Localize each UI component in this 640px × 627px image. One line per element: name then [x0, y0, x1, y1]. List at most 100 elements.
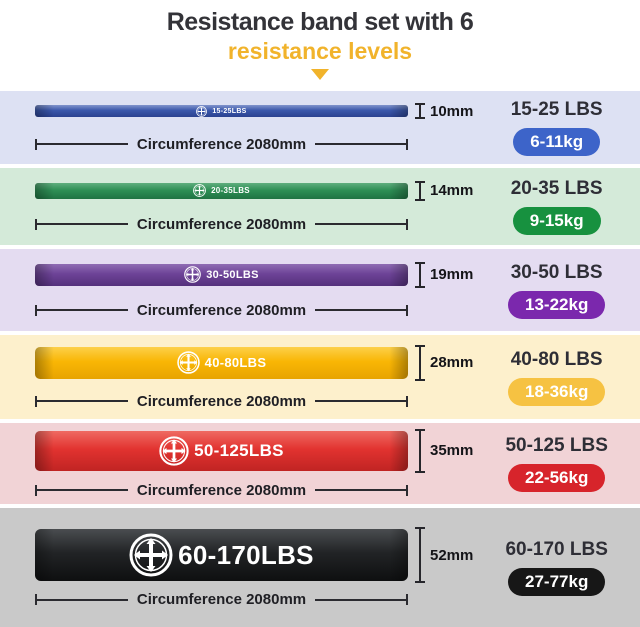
- measure-tick: [406, 484, 409, 496]
- circumference-label: Circumference 2080mm: [136, 591, 307, 608]
- lbs-range-label: 30-50 LBS: [510, 261, 603, 283]
- measure-line: [315, 143, 407, 145]
- header: Resistance band set with 6 resistance le…: [0, 0, 640, 91]
- resistance-info: 50-125 LBS 22-56kg: [473, 435, 640, 492]
- width-bracket-icon: [415, 428, 425, 473]
- band-diagram: 20-35LBS 14mm Circumference 2080mm: [0, 180, 474, 233]
- resistance-info: 15-25 LBS 6-11kg: [473, 99, 640, 156]
- circumference-measure: Circumference 2080mm: [35, 215, 409, 233]
- circumference-label: Circumference 2080mm: [136, 301, 307, 319]
- band-diagram: 50-125LBS 35mm Circumference 2080mm: [0, 428, 474, 499]
- measure-tick: [35, 594, 37, 605]
- measure-tick: [35, 395, 37, 407]
- page-subtitle: resistance levels: [227, 38, 413, 64]
- crosshair-logo-icon: [196, 105, 208, 117]
- width-bracket-icon: [415, 261, 425, 288]
- crosshair-logo-icon: [184, 266, 202, 283]
- lbs-range-label: 40-80 LBS: [510, 348, 603, 370]
- circumference-label: Circumference 2080mm: [136, 392, 307, 410]
- measure-tick: [35, 304, 37, 316]
- circumference-measure: Circumference 2080mm: [35, 481, 409, 499]
- measure-line: [315, 598, 407, 601]
- band-row-yellow: 40-80LBS 28mm Circumference 2080mm 40-80…: [0, 335, 640, 419]
- resistance-band: 40-80LBS: [35, 346, 408, 379]
- crosshair-logo-icon: [159, 435, 189, 466]
- circumference-measure: Circumference 2080mm: [35, 591, 409, 608]
- band-diagram: 60-170LBS 52mm Circumference 2080mm: [0, 527, 473, 608]
- measure-line: [37, 489, 128, 491]
- band-width-label: 19mm: [430, 266, 474, 283]
- measure-tick: [35, 138, 37, 150]
- width-bracket-icon: [415, 527, 425, 583]
- band-width-label: 14mm: [430, 182, 474, 199]
- resistance-band: 30-50LBS: [35, 263, 408, 286]
- resistance-info: 20-35 LBS 9-15kg: [473, 178, 640, 235]
- page-title: Resistance band set with 6: [166, 8, 474, 36]
- circumference-label: Circumference 2080mm: [136, 215, 307, 233]
- band-weight-label: 60-170LBS: [178, 539, 314, 570]
- measure-line: [315, 489, 407, 491]
- width-bracket-icon: [415, 180, 425, 201]
- lbs-range-label: 50-125 LBS: [505, 435, 608, 456]
- kg-range-badge: 18-36kg: [508, 377, 606, 406]
- measure-line: [315, 223, 407, 225]
- measure-tick: [406, 395, 409, 407]
- band-diagram: 40-80LBS 28mm Circumference 2080mm: [0, 344, 474, 410]
- band-diagram: 30-50LBS 19mm Circumference 2080mm: [0, 261, 474, 319]
- width-bracket-icon: [415, 103, 425, 119]
- resistance-info: 30-50 LBS 13-22kg: [473, 262, 640, 319]
- band-width-label: 52mm: [430, 546, 474, 564]
- measure-tick: [35, 218, 37, 230]
- resistance-info: 60-170 LBS 27-77kg: [473, 539, 640, 596]
- lbs-range-label: 60-170 LBS: [505, 539, 608, 560]
- circumference-label: Circumference 2080mm: [136, 481, 307, 499]
- band-width-label: 10mm: [430, 102, 474, 120]
- crosshair-logo-icon: [176, 351, 200, 374]
- lbs-range-label: 20-35 LBS: [510, 178, 603, 199]
- band-weight-label: 20-35LBS: [211, 186, 250, 195]
- kg-range-badge: 9-15kg: [512, 207, 601, 235]
- measure-tick: [35, 484, 37, 496]
- circumference-measure: Circumference 2080mm: [35, 301, 409, 319]
- measure-tick: [406, 138, 409, 150]
- band-row-purple: 30-50LBS 19mm Circumference 2080mm 30-50…: [0, 249, 640, 331]
- circumference-measure: Circumference 2080mm: [35, 135, 409, 153]
- circumference-measure: Circumference 2080mm: [35, 392, 409, 410]
- measure-line: [37, 309, 128, 311]
- band-width-label: 35mm: [430, 442, 474, 459]
- resistance-band: 15-25LBS: [35, 105, 408, 117]
- band-row-green: 20-35LBS 14mm Circumference 2080mm 20-35…: [0, 168, 640, 245]
- band-row-blue: 15-25LBS 10mm Circumference 2080mm 15-25…: [0, 91, 640, 164]
- band-width-label: 28mm: [430, 354, 474, 371]
- band-weight-label: 50-125LBS: [194, 440, 284, 460]
- kg-range-badge: 6-11kg: [513, 128, 601, 156]
- resistance-band: 60-170LBS: [35, 529, 408, 581]
- resistance-band: 50-125LBS: [35, 430, 408, 471]
- crosshair-logo-icon: [129, 533, 173, 577]
- measure-tick: [406, 594, 409, 605]
- kg-range-badge: 22-56kg: [508, 464, 606, 492]
- measure-line: [37, 598, 128, 601]
- crosshair-logo-icon: [193, 184, 206, 197]
- band-weight-label: 15-25LBS: [212, 107, 247, 115]
- measure-tick: [406, 304, 409, 316]
- resistance-info: 40-80 LBS 18-36kg: [473, 349, 640, 406]
- measure-line: [315, 309, 407, 311]
- resistance-band: 20-35LBS: [35, 182, 408, 199]
- lbs-range-label: 15-25 LBS: [510, 99, 603, 120]
- band-diagram: 15-25LBS 10mm Circumference 2080mm: [0, 103, 473, 153]
- kg-range-badge: 13-22kg: [508, 290, 606, 319]
- measure-line: [37, 223, 128, 225]
- band-weight-label: 40-80LBS: [204, 355, 267, 370]
- circumference-label: Circumference 2080mm: [136, 135, 307, 153]
- measure-tick: [406, 218, 409, 230]
- band-row-black: 60-170LBS 52mm Circumference 2080mm 60-1…: [0, 508, 640, 627]
- band-weight-label: 30-50LBS: [206, 268, 259, 281]
- measure-line: [315, 400, 407, 402]
- width-bracket-icon: [415, 344, 425, 381]
- down-arrow-icon: [311, 69, 329, 80]
- measure-line: [37, 400, 128, 402]
- band-row-red: 50-125LBS 35mm Circumference 2080mm 50-1…: [0, 423, 640, 504]
- kg-range-badge: 27-77kg: [508, 568, 606, 596]
- measure-line: [37, 143, 128, 145]
